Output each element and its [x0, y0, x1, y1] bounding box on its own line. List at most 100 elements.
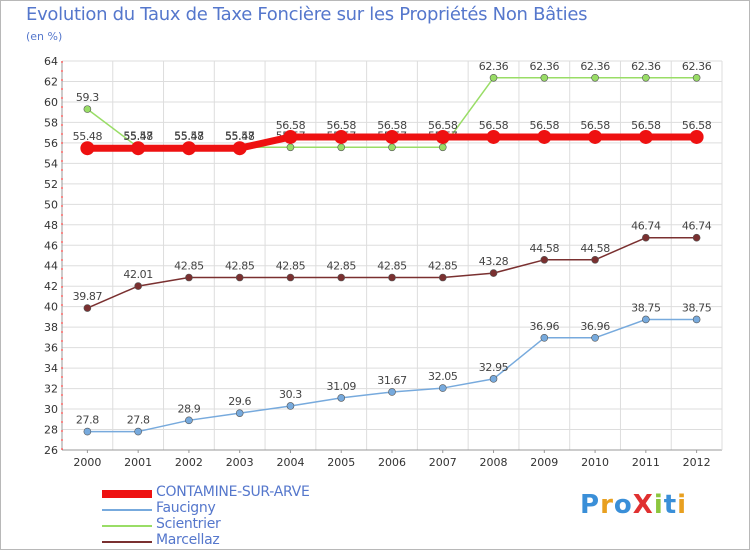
data-point-contamine [537, 129, 552, 144]
legend-swatch-marcellaz [102, 541, 152, 543]
data-label-marcellaz: 42.85 [326, 260, 356, 273]
data-point-scientrier [489, 73, 498, 82]
y-tick-label: 46 [44, 239, 58, 252]
data-label-marcellaz: 39.87 [73, 290, 103, 303]
data-label-marcellaz: 42.85 [377, 260, 407, 273]
data-label-faucigny: 36.96 [580, 320, 610, 333]
logo-letter: t [663, 490, 678, 520]
data-point-faucigny [642, 315, 650, 324]
data-label-contamine: 56.58 [377, 119, 407, 132]
y-tick-label: 60 [44, 96, 58, 109]
y-tick-label: 30 [44, 403, 58, 416]
legend-label-marcellaz: Marcellaz [156, 532, 220, 548]
data-point-faucigny [591, 334, 599, 342]
data-point-contamine [638, 129, 653, 144]
data-point-marcellaz [692, 233, 701, 242]
plot-area [62, 61, 722, 450]
legend-label-faucigny: Faucigny [156, 500, 216, 516]
data-point-contamine [334, 129, 349, 144]
data-label-contamine: 56.58 [631, 119, 661, 132]
y-tick-label: 40 [44, 301, 58, 314]
x-tick-label: 2004 [276, 456, 304, 469]
data-point-scientrier [388, 143, 396, 152]
data-point-contamine [588, 129, 603, 144]
data-point-contamine [689, 129, 704, 144]
data-label-faucigny: 30.3 [279, 388, 302, 401]
x-tick-label: 2002 [175, 456, 203, 469]
data-label-scientrier: 62.36 [631, 60, 661, 73]
data-point-scientrier [540, 73, 549, 82]
data-label-marcellaz: 42.85 [174, 260, 204, 273]
data-point-contamine [435, 129, 450, 144]
proxiti-logo: ProXiti [580, 490, 687, 520]
data-point-scientrier [337, 143, 346, 152]
legend-swatch-scientrier [102, 525, 152, 527]
data-point-faucigny [134, 427, 142, 436]
data-label-scientrier: 55.57 [174, 129, 204, 142]
data-point-contamine [131, 141, 146, 156]
x-tick-label: 2005 [327, 456, 355, 469]
data-point-marcellaz [83, 304, 92, 312]
x-tick-label: 2007 [429, 456, 457, 469]
data-label-marcellaz: 42.01 [123, 268, 153, 281]
y-tick-label: 42 [44, 280, 58, 293]
y-tick-label: 28 [44, 424, 58, 437]
data-label-contamine: 56.58 [682, 119, 712, 132]
logo-letter: i [677, 490, 688, 520]
data-point-contamine [283, 129, 298, 144]
data-label-contamine: 56.58 [276, 119, 306, 132]
data-point-faucigny [337, 394, 346, 402]
logo-letter: X [632, 490, 654, 520]
data-point-faucigny [438, 384, 447, 392]
logo-letter: P [580, 490, 601, 520]
x-tick-label: 2006 [378, 456, 406, 469]
data-label-contamine: 56.58 [479, 119, 509, 132]
y-tick-label: 62 [44, 75, 58, 88]
data-label-contamine: 55.48 [174, 130, 204, 143]
data-label-scientrier: 59.3 [76, 91, 99, 104]
chart-title: Evolution du Taux de Taxe Foncière sur l… [26, 4, 588, 25]
data-label-scientrier: 55.57 [225, 129, 255, 142]
data-point-contamine [486, 129, 501, 144]
data-point-marcellaz [489, 269, 498, 277]
data-point-contamine [385, 129, 399, 144]
data-point-scientrier [642, 73, 650, 82]
y-tick-label: 58 [44, 116, 58, 129]
y-tick-label: 50 [44, 198, 58, 211]
x-tick-label: 2010 [581, 456, 609, 469]
data-point-marcellaz [337, 273, 346, 282]
data-point-marcellaz [642, 233, 650, 242]
y-tick-label: 48 [44, 219, 58, 232]
data-point-faucigny [388, 388, 396, 396]
data-label-faucigny: 36.96 [530, 320, 560, 333]
data-label-faucigny: 32.05 [428, 370, 458, 383]
data-label-scientrier: 55.57 [123, 129, 153, 142]
data-label-contamine: 56.58 [580, 119, 610, 132]
x-tick-label: 2001 [124, 456, 152, 469]
data-label-marcellaz: 46.74 [682, 220, 712, 233]
data-label-scientrier: 62.36 [479, 60, 509, 73]
data-label-marcellaz: 46.74 [631, 220, 661, 233]
data-label-scientrier: 62.36 [682, 60, 712, 73]
y-tick-label: 34 [44, 362, 58, 375]
y-tick-label: 26 [44, 444, 58, 457]
data-point-faucigny [489, 375, 498, 383]
x-tick-label: 2003 [226, 456, 254, 469]
data-point-faucigny [83, 427, 92, 436]
data-label-faucigny: 27.8 [76, 414, 99, 427]
legend-swatch-contamine [102, 490, 152, 498]
data-point-marcellaz [235, 273, 244, 282]
chart-subtitle: (en %) [26, 30, 63, 43]
legend-label-scientrier: Scientrier [156, 516, 221, 532]
data-point-contamine [232, 141, 247, 156]
data-label-marcellaz: 44.58 [530, 242, 560, 255]
data-point-marcellaz [540, 255, 549, 264]
data-point-scientrier [286, 143, 295, 152]
data-label-scientrier: 62.36 [580, 60, 610, 73]
data-label-contamine: 56.58 [428, 119, 458, 132]
data-point-faucigny [692, 315, 701, 324]
data-point-scientrier [591, 73, 599, 82]
x-tick-label: 2000 [73, 456, 101, 469]
data-point-marcellaz [591, 255, 599, 264]
